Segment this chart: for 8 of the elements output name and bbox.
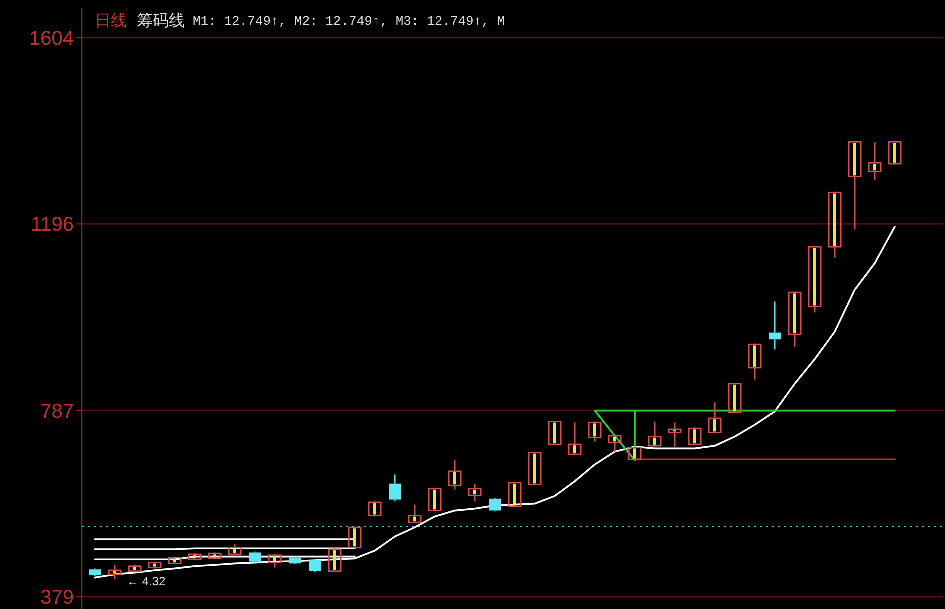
y-tick-label: 1604 [30, 28, 74, 50]
chart-title: 日线 [95, 12, 127, 30]
y-tick-label: 787 [40, 400, 74, 423]
chart-subtitle: 筹码线 [137, 12, 185, 30]
y-tick-label: 379 [40, 587, 74, 609]
y-tick-label: 1196 [30, 214, 74, 236]
text: M1: 12.749↑, M2: 12.749↑, M3: 12.749↑, M [193, 14, 506, 29]
annotation: ← 4.32 [127, 574, 166, 589]
